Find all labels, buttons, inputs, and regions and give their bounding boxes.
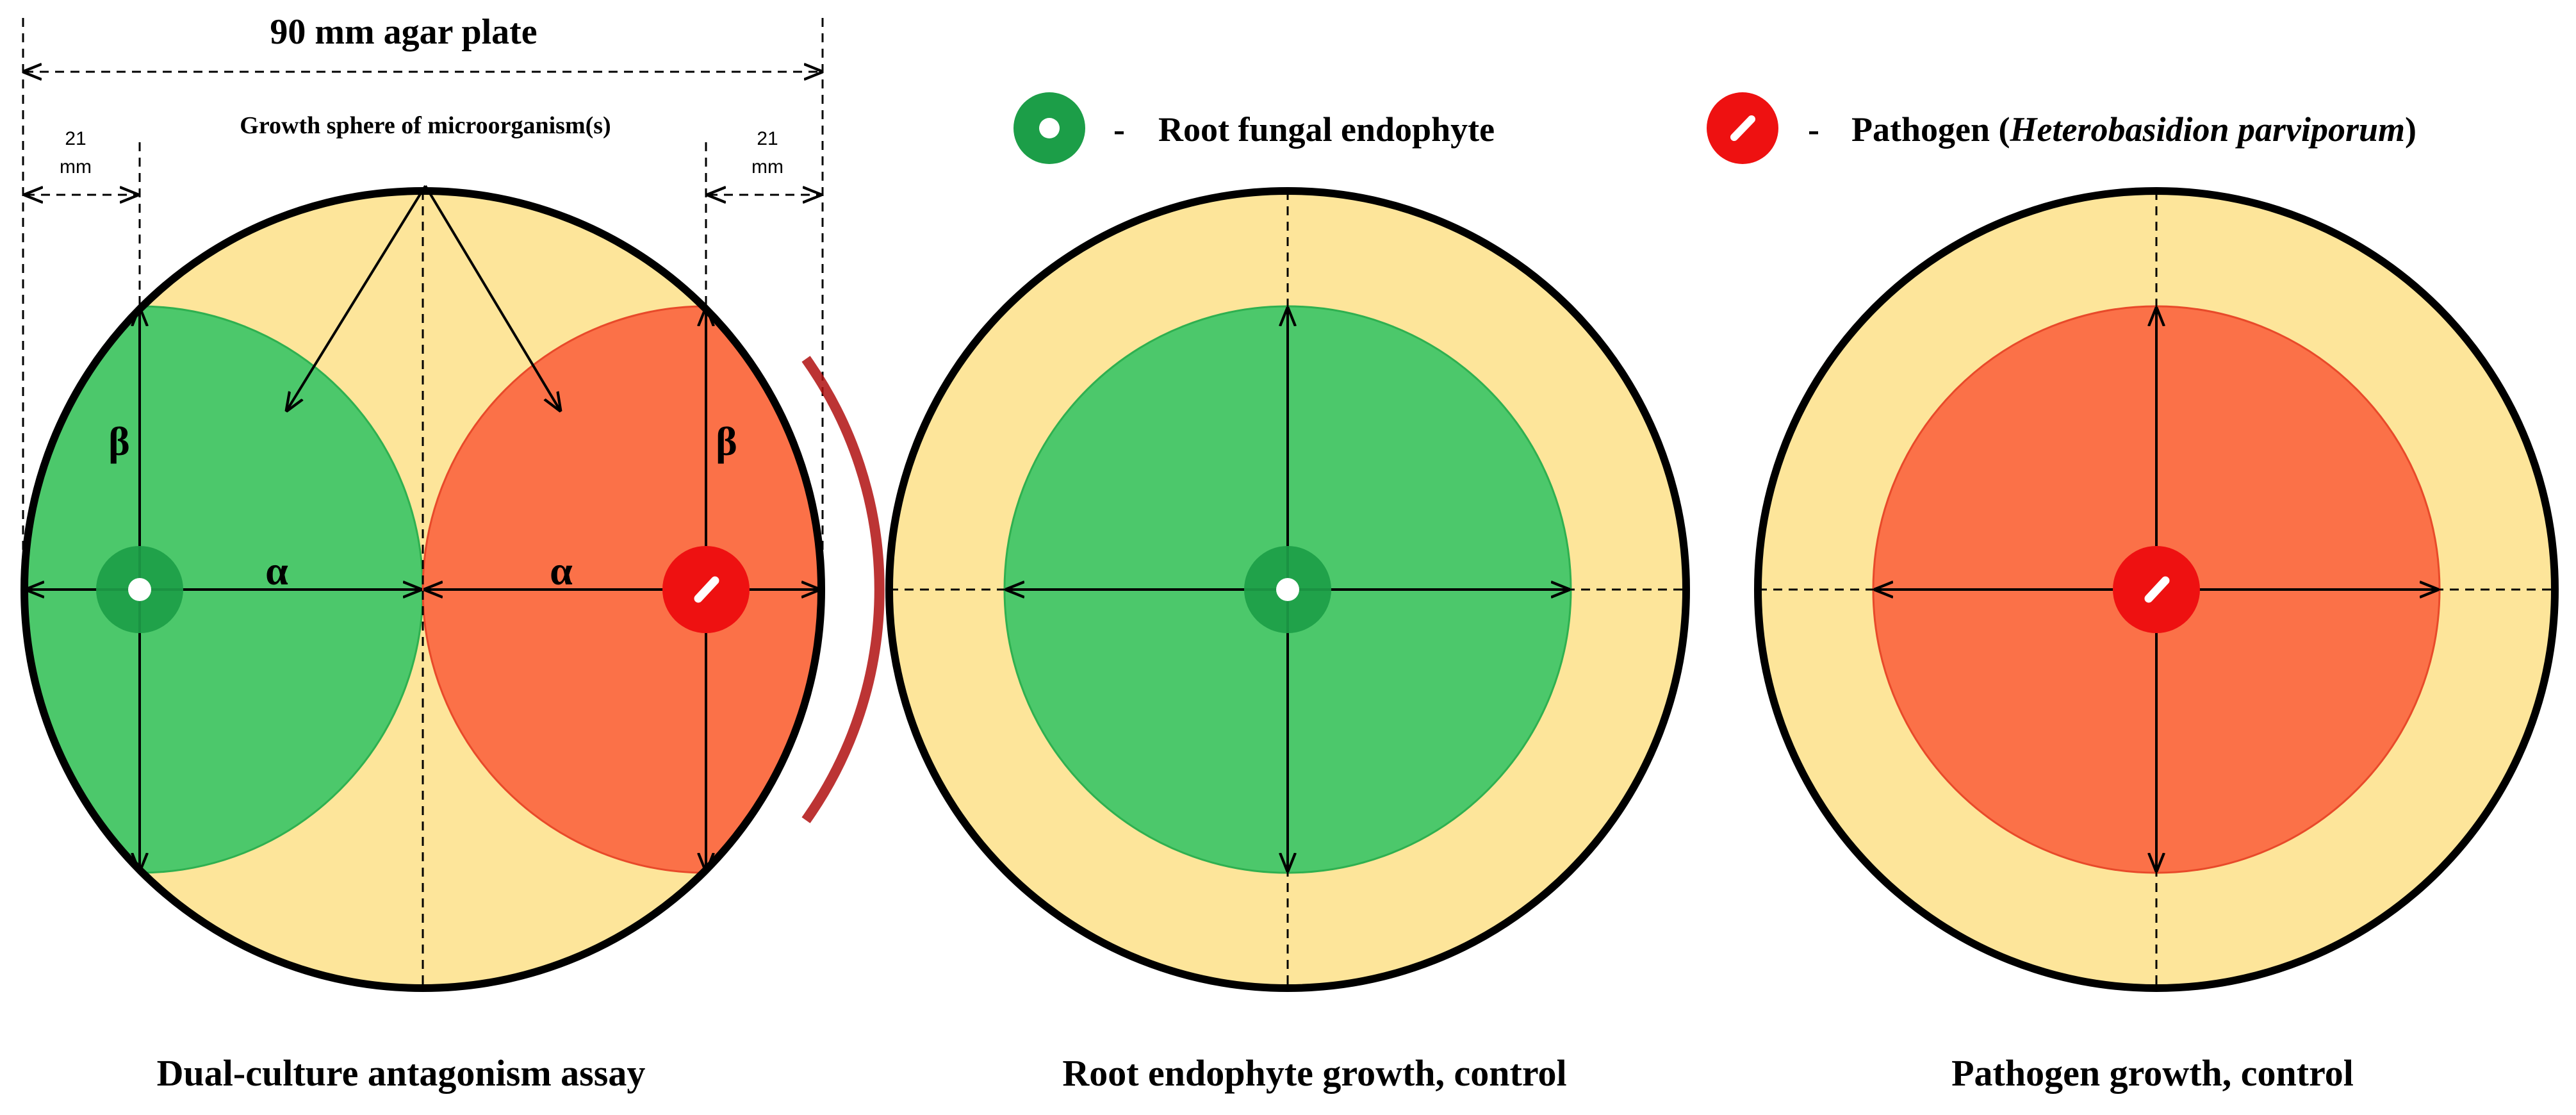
growth-pointer-right	[424, 185, 560, 410]
caption-dual-culture: Dual-culture antagonism assay	[157, 1052, 646, 1094]
caption-endophyte-control: Root endophyte growth, control	[1062, 1052, 1566, 1094]
endophyte-control-plate	[885, 187, 1690, 992]
dual-culture-plate: α α β β	[21, 185, 885, 992]
dim-left-value: 21	[65, 128, 86, 149]
legend-pathogen-suffix: )	[2405, 110, 2416, 149]
legend-endophyte-dash: -	[1113, 110, 1125, 149]
dim-left-unit: mm	[60, 156, 92, 178]
dim-right-unit: mm	[751, 156, 783, 178]
legend-pathogen-species: Heterobasidion parviporum	[2009, 110, 2405, 149]
growth-sphere-label: Growth sphere of microorganism(s)	[240, 112, 611, 139]
pathogen-control-plate	[1754, 187, 2559, 992]
dim-right-value: 21	[757, 128, 778, 149]
legend-pathogen: - Pathogen (Heterobasidion parviporum)	[1707, 92, 2416, 164]
alpha-label-right: α	[550, 548, 573, 593]
beta-label-right: β	[716, 418, 737, 464]
legend-pathogen-label: Pathogen (Heterobasidion parviporum)	[1851, 110, 2416, 149]
plate-rim	[1754, 187, 2559, 992]
legend-endophyte: - Root fungal endophyte	[1013, 92, 1495, 164]
legend-endophyte-label: Root fungal endophyte	[1158, 110, 1495, 149]
growth-pointer-left	[287, 185, 427, 410]
plate-title: 90 mm agar plate	[270, 12, 537, 52]
legend-pathogen-dash: -	[1808, 110, 1819, 149]
caption-pathogen-control: Pathogen growth, control	[1951, 1052, 2354, 1094]
beta-label-left: β	[108, 418, 130, 464]
plate-rim	[885, 187, 1690, 992]
legend-pathogen-prefix: Pathogen (	[1851, 110, 2010, 149]
plate-rim	[21, 187, 825, 992]
alpha-label-left: α	[265, 548, 288, 593]
